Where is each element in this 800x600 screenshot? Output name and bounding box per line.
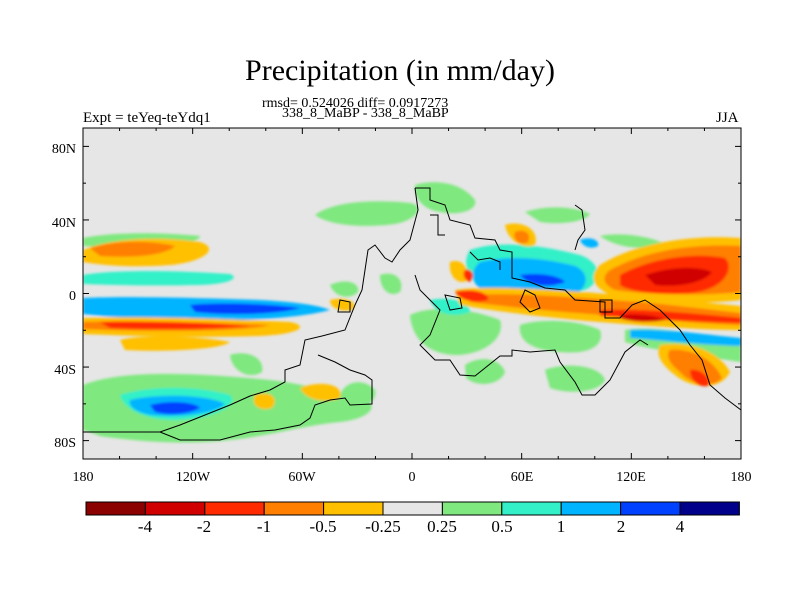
colorbar-label: 0.25: [427, 517, 457, 536]
lon-label-60e: 60E: [511, 470, 534, 485]
colorbar-swatch: [560, 501, 622, 516]
colorbar-swatch: [441, 501, 503, 516]
lat-label-40s: 40S: [54, 363, 76, 378]
colorbar-swatch: [501, 501, 562, 516]
colorbar-swatch: [323, 501, 384, 516]
colorbar-swatch: [620, 501, 681, 516]
colorbar-swatch: [85, 501, 146, 516]
lon-label-0: 0: [409, 470, 416, 485]
colorbar-swatch: [263, 501, 325, 516]
lat-label-80n: 80N: [52, 142, 76, 157]
lon-label-60w: 60W: [288, 470, 316, 485]
lon-label-180w: 180: [73, 470, 94, 485]
experiment-label: Expt = teYeq-teYdq1: [83, 110, 211, 126]
colorbar-label: -0.5: [310, 517, 337, 536]
colorbar-label: -0.25: [365, 517, 400, 536]
lon-label-120e: 120E: [616, 470, 646, 485]
axis-ticks: [82, 128, 742, 459]
colorbar-label: -2: [197, 517, 211, 536]
colorbar-label: 1: [557, 517, 566, 536]
stats-line: rmsd= 0.524026 diff= 0.0917273: [262, 96, 449, 111]
lon-label-120w: 120W: [176, 470, 211, 485]
colorbar-swatch: [679, 501, 740, 516]
colorbar-label: 0.5: [491, 517, 512, 536]
period-label: 338_8_MaBP - 338_8_MaBP: [282, 106, 449, 121]
season-label: JJA: [716, 110, 739, 126]
lat-label-40n: 40N: [52, 216, 76, 231]
colorbar-label: -1: [257, 517, 271, 536]
colorbar-label: 2: [617, 517, 626, 536]
lon-label-180e: 180: [731, 470, 752, 485]
colorbar-swatch: [382, 501, 443, 516]
lat-label-eq: 0: [69, 289, 76, 304]
precip-field: [83, 182, 741, 443]
colorbar-swatch: [204, 501, 265, 516]
colorbar-labels: -4 -2 -1 -0.5 -0.25 0.25 0.5 1 2 4: [138, 517, 685, 536]
colorbar-label: -4: [138, 517, 153, 536]
colorbar: [85, 501, 740, 516]
colorbar-label: 4: [676, 517, 685, 536]
chart-title: Precipitation (in mm/day): [245, 54, 555, 87]
colorbar-swatch: [144, 501, 206, 516]
coastlines: [83, 187, 741, 441]
lat-label-80s: 80S: [54, 436, 76, 451]
